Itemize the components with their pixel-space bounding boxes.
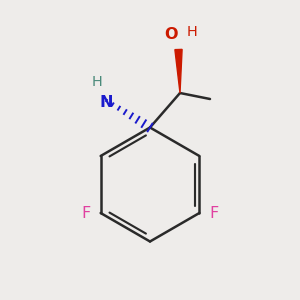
Text: H: H [92,75,103,89]
Polygon shape [175,50,182,93]
Text: N: N [100,94,113,110]
Text: O: O [164,27,178,42]
Text: H: H [187,25,197,39]
Text: F: F [81,206,90,220]
Text: F: F [210,206,219,220]
